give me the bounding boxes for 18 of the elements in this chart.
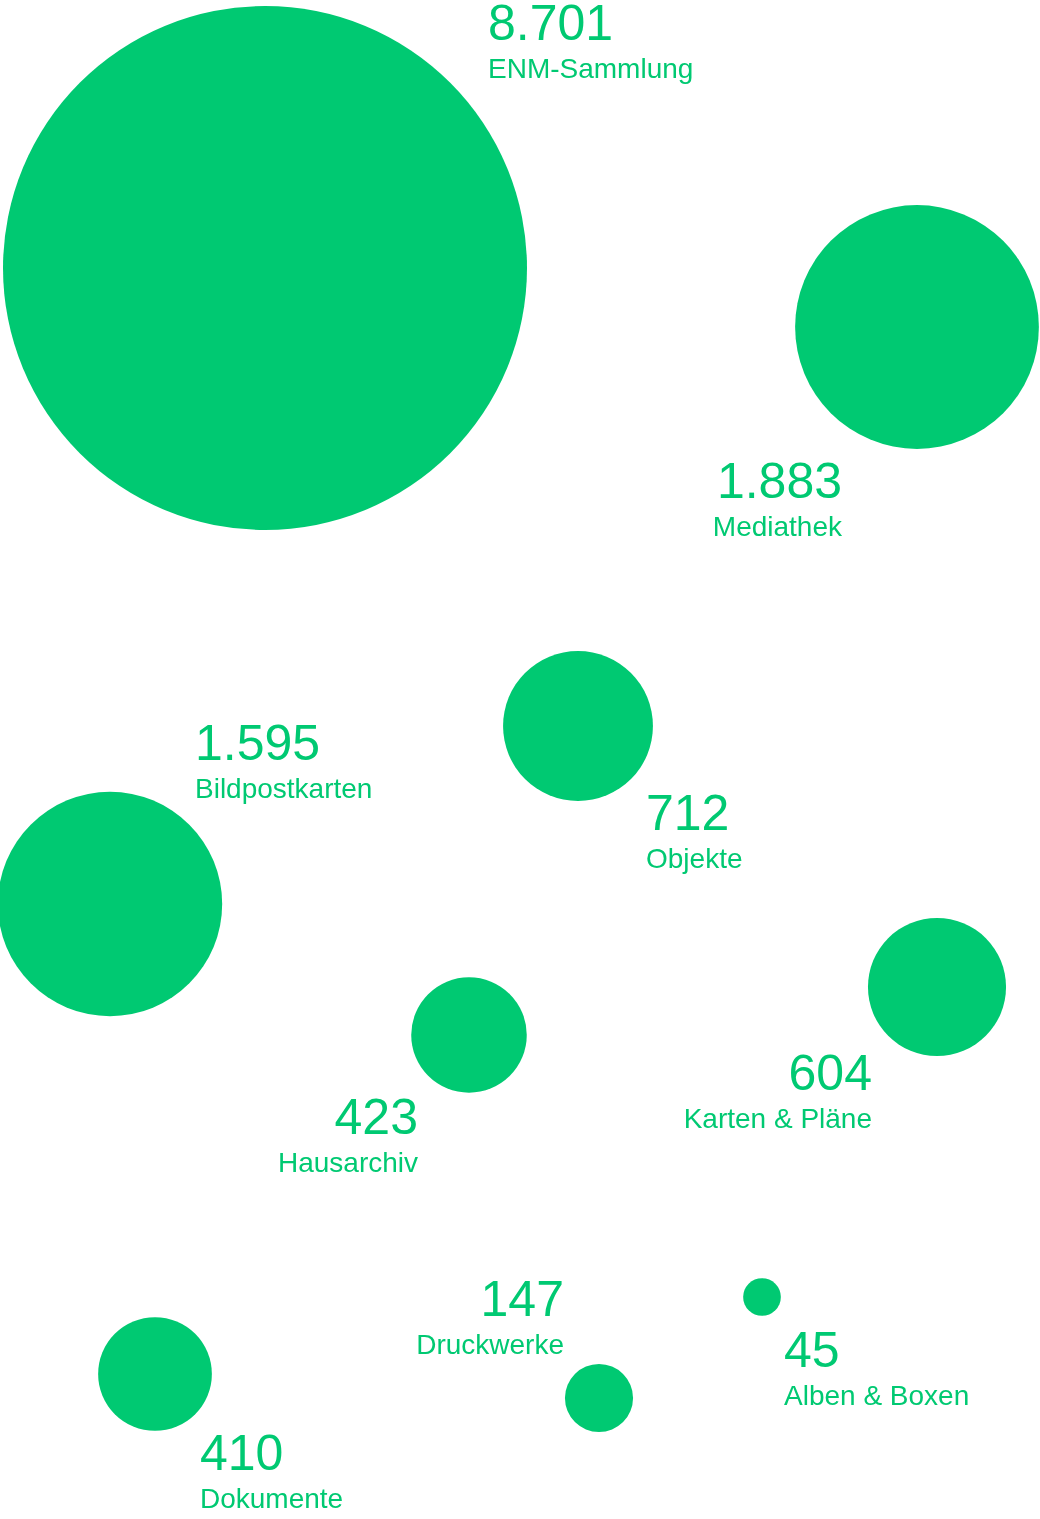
data-label: 423 — [334, 1089, 418, 1145]
category-label: Alben & Boxen — [784, 1380, 970, 1411]
data-label: 410 — [200, 1425, 284, 1481]
data-label: 45 — [784, 1322, 840, 1378]
data-label: 8.701 — [488, 0, 614, 51]
data-label: 712 — [646, 785, 730, 841]
category-label: Bildpostkarten — [195, 773, 373, 804]
category-label: Objekte — [646, 843, 743, 874]
data-label: 604 — [788, 1045, 872, 1101]
category-label: Mediathek — [712, 511, 843, 542]
category-label: Karten & Pläne — [683, 1103, 872, 1134]
category-label: Hausarchiv — [277, 1147, 418, 1178]
category-label: Dokumente — [200, 1483, 344, 1514]
category-label: ENM-Sammlung — [488, 53, 694, 84]
category-label: Druckwerke — [416, 1329, 564, 1360]
data-label: 1.595 — [195, 715, 321, 771]
data-label: 1.883 — [716, 453, 842, 509]
data-label: 147 — [480, 1271, 564, 1327]
